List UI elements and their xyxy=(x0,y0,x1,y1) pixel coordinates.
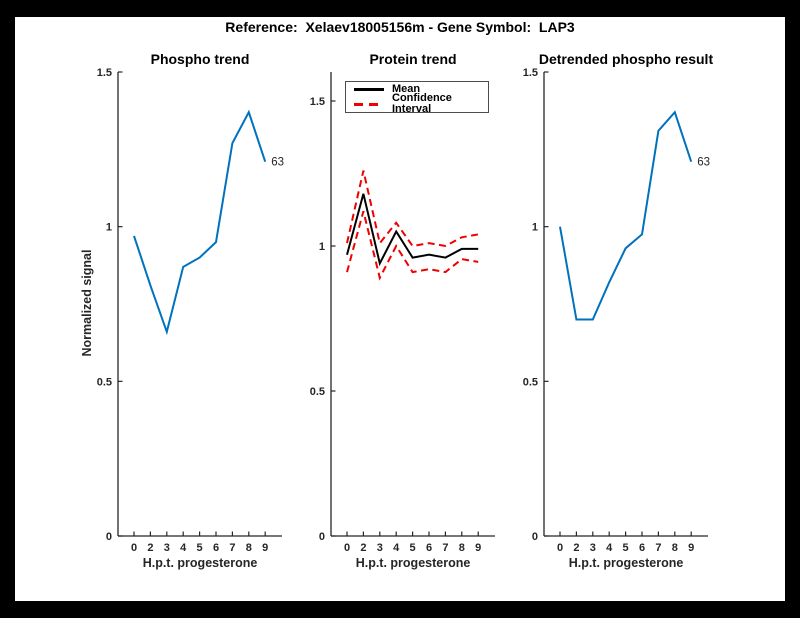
legend-entry-confidence-interval: Confidence Interval xyxy=(346,93,488,115)
legend-label-confidence-interval: Confidence Interval xyxy=(392,92,452,116)
subplot-title-phospho-trend: Phospho trend xyxy=(150,51,250,67)
legend-entry-mean: Mean xyxy=(346,83,488,97)
x-axis-label-phospho: H.p.t. progesterone xyxy=(142,556,258,570)
subplot-title-protein-trend: Protein trend xyxy=(369,51,457,67)
x-axis-label-detrended: H.p.t. progesterone xyxy=(568,556,684,570)
figure-title: Reference: Xelaev18005156m - Gene Symbol… xyxy=(225,19,575,35)
ci-line-sample-icon xyxy=(354,102,384,106)
mean-line-sample-icon xyxy=(354,88,384,92)
x-axis-label-protein: H.p.t. progesterone xyxy=(355,556,471,570)
legend-box: Mean Confidence Interval xyxy=(345,81,489,115)
legend-label-mean: Mean xyxy=(392,83,421,96)
subplot-title-detrended: Detrended phospho result xyxy=(538,51,714,67)
y-axis-label: Normalized signal xyxy=(80,249,94,357)
